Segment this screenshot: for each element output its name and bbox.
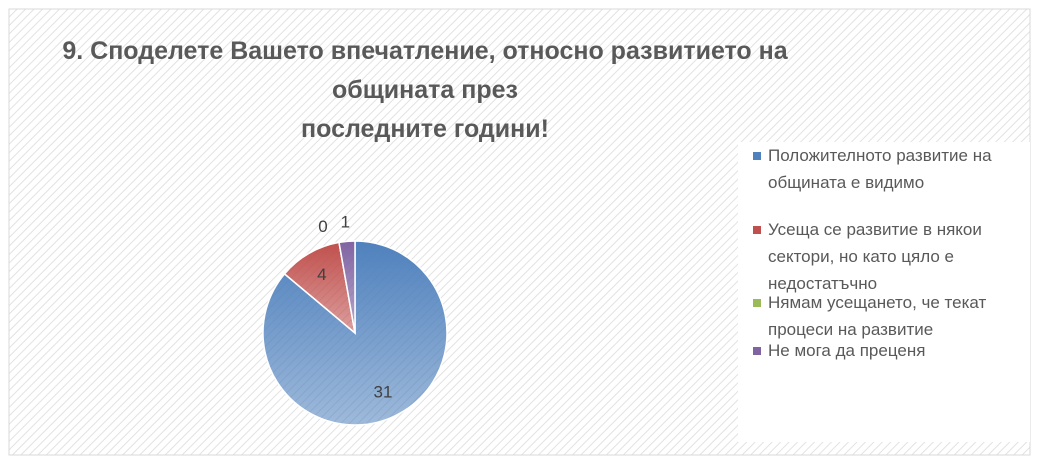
legend-item: Нямам усещането, че текат процеси на раз… xyxy=(738,289,1038,343)
legend-item: Не мога да преценя xyxy=(738,337,1038,364)
data-label: 0 xyxy=(318,217,327,236)
data-label: 1 xyxy=(341,213,350,232)
data-label: 4 xyxy=(317,265,326,284)
legend-label: Положителното развитие на общината е вид… xyxy=(768,146,992,192)
pie-slice xyxy=(283,241,357,335)
legend-label: Не мога да преценя xyxy=(768,341,926,360)
legend: Положителното развитие на общината е вид… xyxy=(738,142,1030,442)
pie-slice xyxy=(262,240,448,426)
legend-swatch xyxy=(753,299,761,307)
pie: 31 4 0 1 xyxy=(262,213,448,426)
chart-title: 9. Споделете Вашето впечатление, относно… xyxy=(62,37,788,143)
legend-label: Нямам усещането, че текат процеси на раз… xyxy=(768,293,987,339)
data-label: 31 xyxy=(374,383,393,402)
legend-swatch xyxy=(753,152,761,160)
legend-item: Усеща се развитие в някои сектори, но ка… xyxy=(738,216,1038,297)
legend-swatch xyxy=(753,347,761,355)
legend-swatch xyxy=(753,226,761,234)
legend-item: Положителното развитие на общината е вид… xyxy=(738,142,1038,196)
legend-label: Усеща се развитие в някои сектори, но ка… xyxy=(768,220,982,293)
pie-slice xyxy=(338,240,356,334)
